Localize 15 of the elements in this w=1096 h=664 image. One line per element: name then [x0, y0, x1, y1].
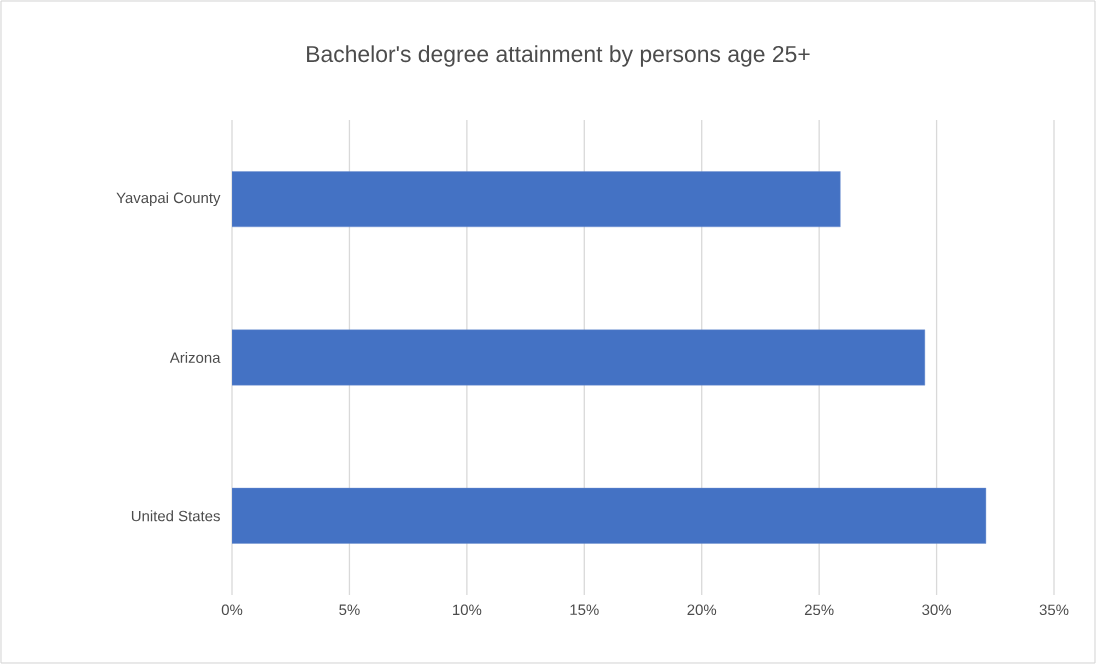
x-tick-label: 20%	[687, 604, 717, 616]
bar	[232, 329, 926, 386]
x-tick-label: 25%	[804, 604, 834, 616]
x-tick-label: 10%	[453, 604, 482, 616]
bar	[232, 171, 841, 228]
bar	[232, 487, 987, 544]
chart-title: Bachelor's degree attainment by persons age 25+	[307, 45, 810, 67]
x-tick-label: 30%	[922, 604, 951, 616]
x-tick-label: 5%	[339, 604, 360, 616]
y-tick-label: United States	[131, 510, 220, 522]
x-tick-label: 35%	[1039, 604, 1069, 616]
x-tick-label: 15%	[570, 604, 599, 616]
y-tick-label: Yavapai County	[116, 192, 221, 207]
x-tick-label: 0%	[221, 604, 243, 616]
y-tick-label: Arizona	[169, 352, 221, 363]
